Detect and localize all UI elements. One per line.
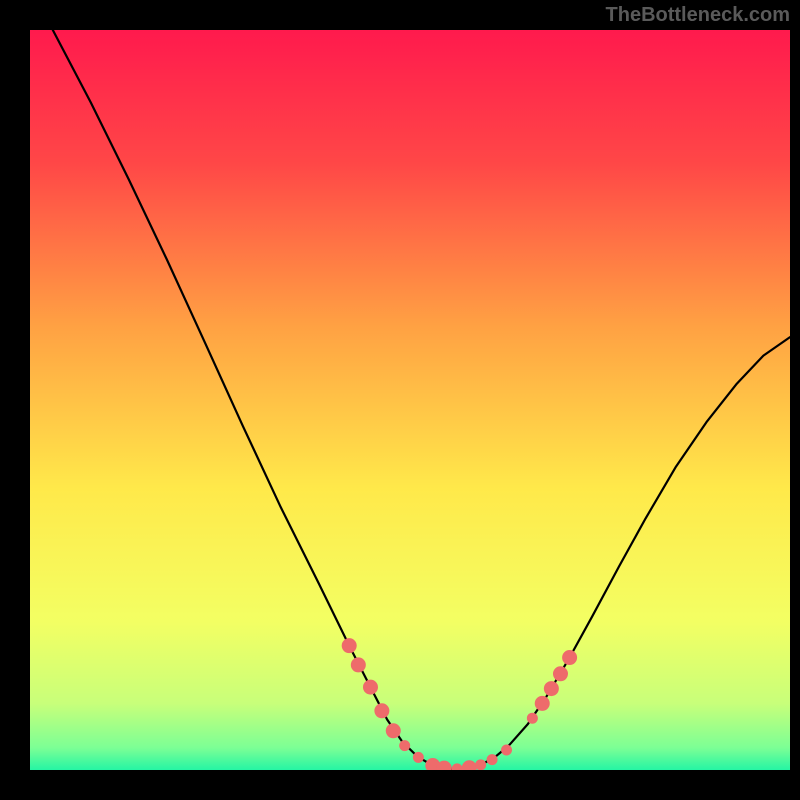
- curve-marker: [527, 713, 538, 724]
- curve-marker: [501, 745, 512, 756]
- curve-marker: [535, 696, 550, 711]
- curve-marker: [386, 723, 401, 738]
- watermark-text: TheBottleneck.com: [606, 4, 790, 27]
- curve-marker: [475, 759, 486, 770]
- curve-marker: [487, 754, 498, 765]
- frame-border-bottom: [0, 770, 800, 800]
- curve-marker: [553, 666, 568, 681]
- frame-border-right: [790, 0, 800, 800]
- curve-marker: [544, 681, 559, 696]
- curve-marker: [363, 680, 378, 695]
- curve-marker: [562, 650, 577, 665]
- frame-border-left: [0, 0, 30, 800]
- curve-marker: [351, 657, 366, 672]
- plot-background: [30, 30, 790, 770]
- curve-marker: [413, 752, 424, 763]
- curve-marker: [342, 638, 357, 653]
- curve-marker: [374, 703, 389, 718]
- curve-marker: [399, 740, 410, 751]
- bottleneck-curve-chart: [0, 0, 800, 800]
